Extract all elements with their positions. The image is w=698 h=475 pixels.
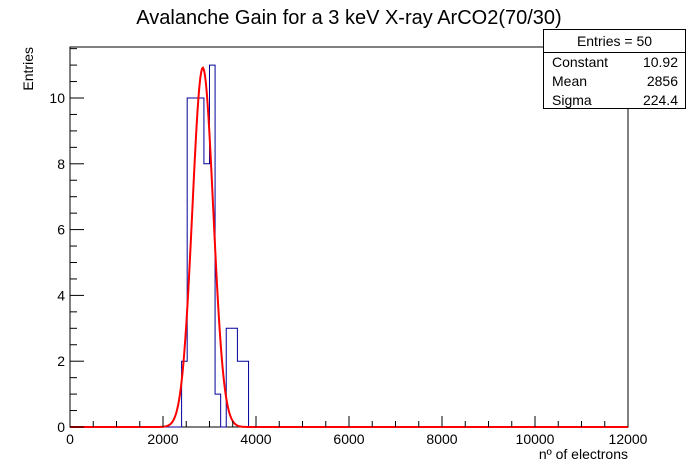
histogram-bin — [232, 328, 238, 427]
y-axis: 0 2 4 6 8 10 — [49, 48, 84, 435]
x-axis: 0 2000 4000 6000 8000 10000 12000 — [66, 416, 648, 447]
fit-line — [70, 66, 628, 428]
chart-title: Avalanche Gain for a 3 keV X-ray ArCO2(7… — [136, 7, 561, 29]
x-tick-label: 0 — [66, 431, 74, 447]
stats-row-sigma: Sigma 224.4 — [544, 91, 685, 110]
x-tick-label: 8000 — [426, 431, 457, 447]
histogram — [70, 64, 628, 428]
stats-value: 2856 — [646, 73, 678, 89]
histogram-outline — [70, 64, 628, 428]
stats-label: Sigma — [552, 92, 592, 108]
stats-row-mean: Mean 2856 — [544, 72, 685, 91]
x-tick-label: 4000 — [240, 431, 271, 447]
histogram-bin — [237, 361, 243, 427]
stats-row-constant: Constant 10.92 — [544, 53, 685, 72]
y-tick-label: 6 — [57, 222, 65, 238]
y-tick-label: 2 — [57, 353, 65, 369]
y-tick-label: 8 — [57, 156, 65, 172]
x-tick-label: 6000 — [333, 431, 364, 447]
histogram-bin — [204, 164, 210, 427]
histogram-bin — [215, 394, 221, 427]
x-tick-label: 10000 — [516, 431, 555, 447]
stats-label: Mean — [552, 73, 588, 89]
stats-value: 224.4 — [642, 92, 678, 108]
y-tick-label: 10 — [49, 90, 65, 106]
stats-entries: Entries = 50 — [544, 30, 685, 53]
stats-label: Constant — [552, 54, 609, 70]
y-tick-label: 4 — [57, 287, 65, 303]
y-tick-label: 0 — [57, 419, 65, 435]
stats-box: Entries = 50 Constant 10.92 Mean 2856 Si… — [543, 29, 686, 109]
x-axis-label: nº of electrons — [539, 446, 628, 462]
fit-curve — [70, 66, 628, 428]
stats-value: 10.92 — [642, 54, 678, 70]
histogram-bin — [198, 98, 204, 427]
histogram-bin — [243, 361, 249, 427]
x-tick-label: 2000 — [147, 431, 178, 447]
x-tick-label: 12000 — [609, 431, 648, 447]
y-axis-label: Entries — [20, 47, 36, 91]
